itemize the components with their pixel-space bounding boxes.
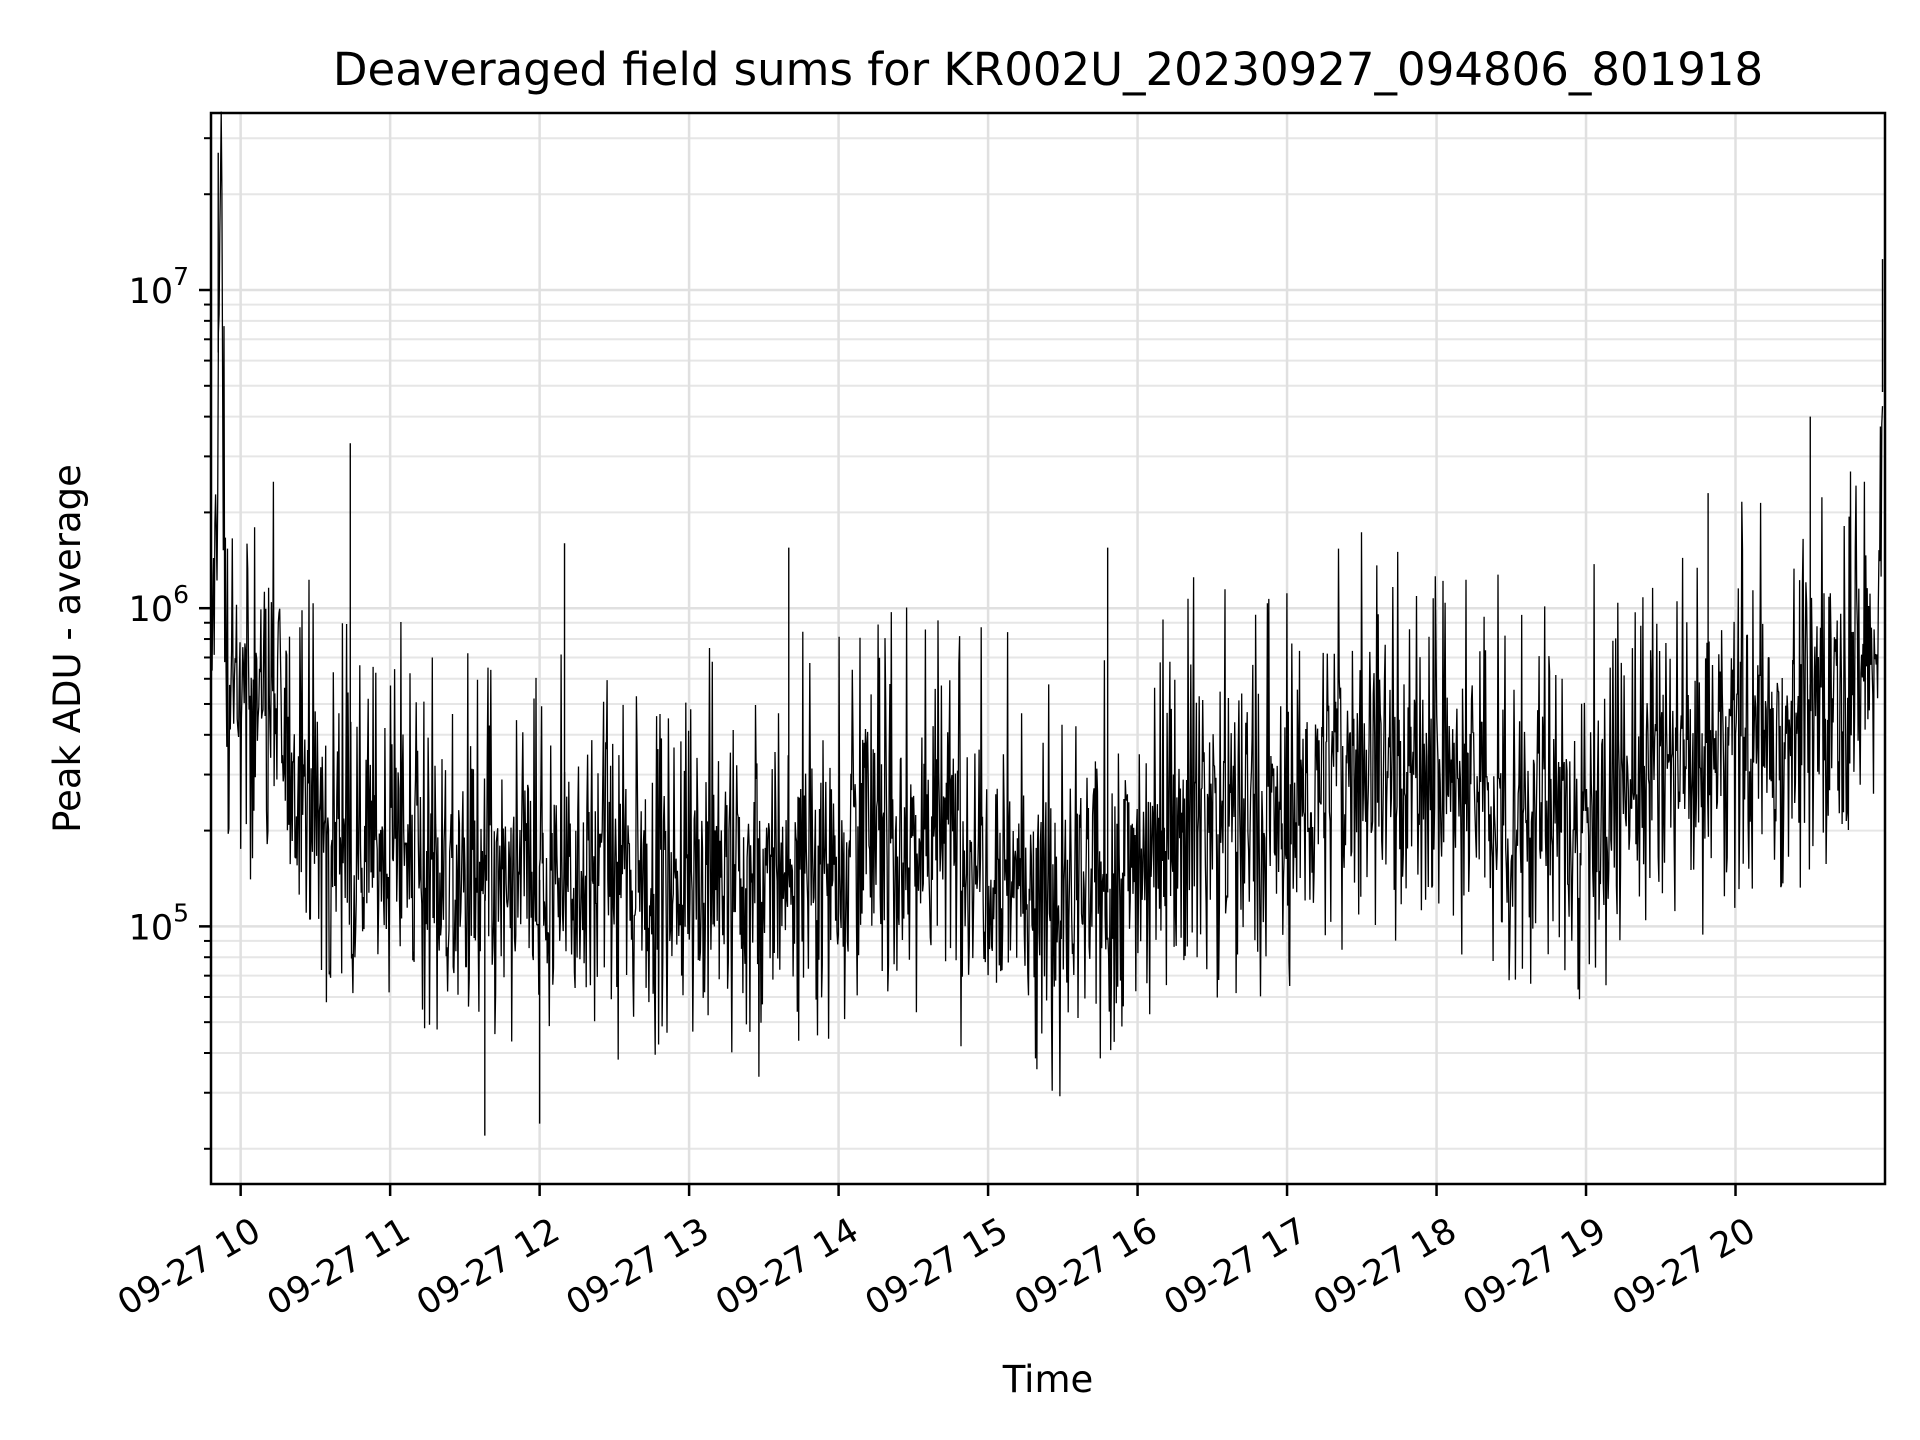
x-tick-label: 09-27 12 [410, 1211, 566, 1324]
y-tick-base: 10 [129, 272, 174, 312]
series-line [210, 111, 1884, 1097]
plot-area [210, 111, 1884, 1136]
y-tick-label: 107 [129, 262, 189, 312]
x-tick-label: 09-27 14 [709, 1211, 865, 1324]
y-tick-base: 10 [129, 908, 174, 948]
y-tick-label: 105 [129, 898, 189, 948]
y-axis-label: Peak ADU - average [46, 464, 89, 833]
y-tick-exponent: 6 [173, 580, 189, 609]
grid [211, 113, 1885, 1184]
x-tick-label: 09-27 16 [1008, 1211, 1164, 1324]
y-tick-exponent: 5 [173, 898, 189, 927]
x-tick-label: 09-27 13 [560, 1211, 716, 1324]
y-tick-exponent: 7 [173, 262, 189, 291]
x-tick-label: 09-27 17 [1158, 1211, 1314, 1324]
y-tick-label: 106 [129, 580, 189, 630]
x-tick-label: 09-27 18 [1307, 1211, 1463, 1324]
x-tick-label: 09-27 20 [1606, 1211, 1762, 1324]
y-tick-base: 10 [129, 590, 174, 630]
chart-title: Deaveraged field sums for KR002U_2023092… [333, 43, 1763, 96]
x-tick-label: 09-27 19 [1457, 1211, 1613, 1324]
x-tick-label: 09-27 11 [261, 1211, 417, 1324]
x-axis-label: Time [1002, 1358, 1094, 1401]
x-tick-label: 09-27 15 [859, 1211, 1015, 1324]
axes-frame [209, 111, 1887, 1186]
x-tick-label: 09-27 10 [111, 1211, 267, 1324]
